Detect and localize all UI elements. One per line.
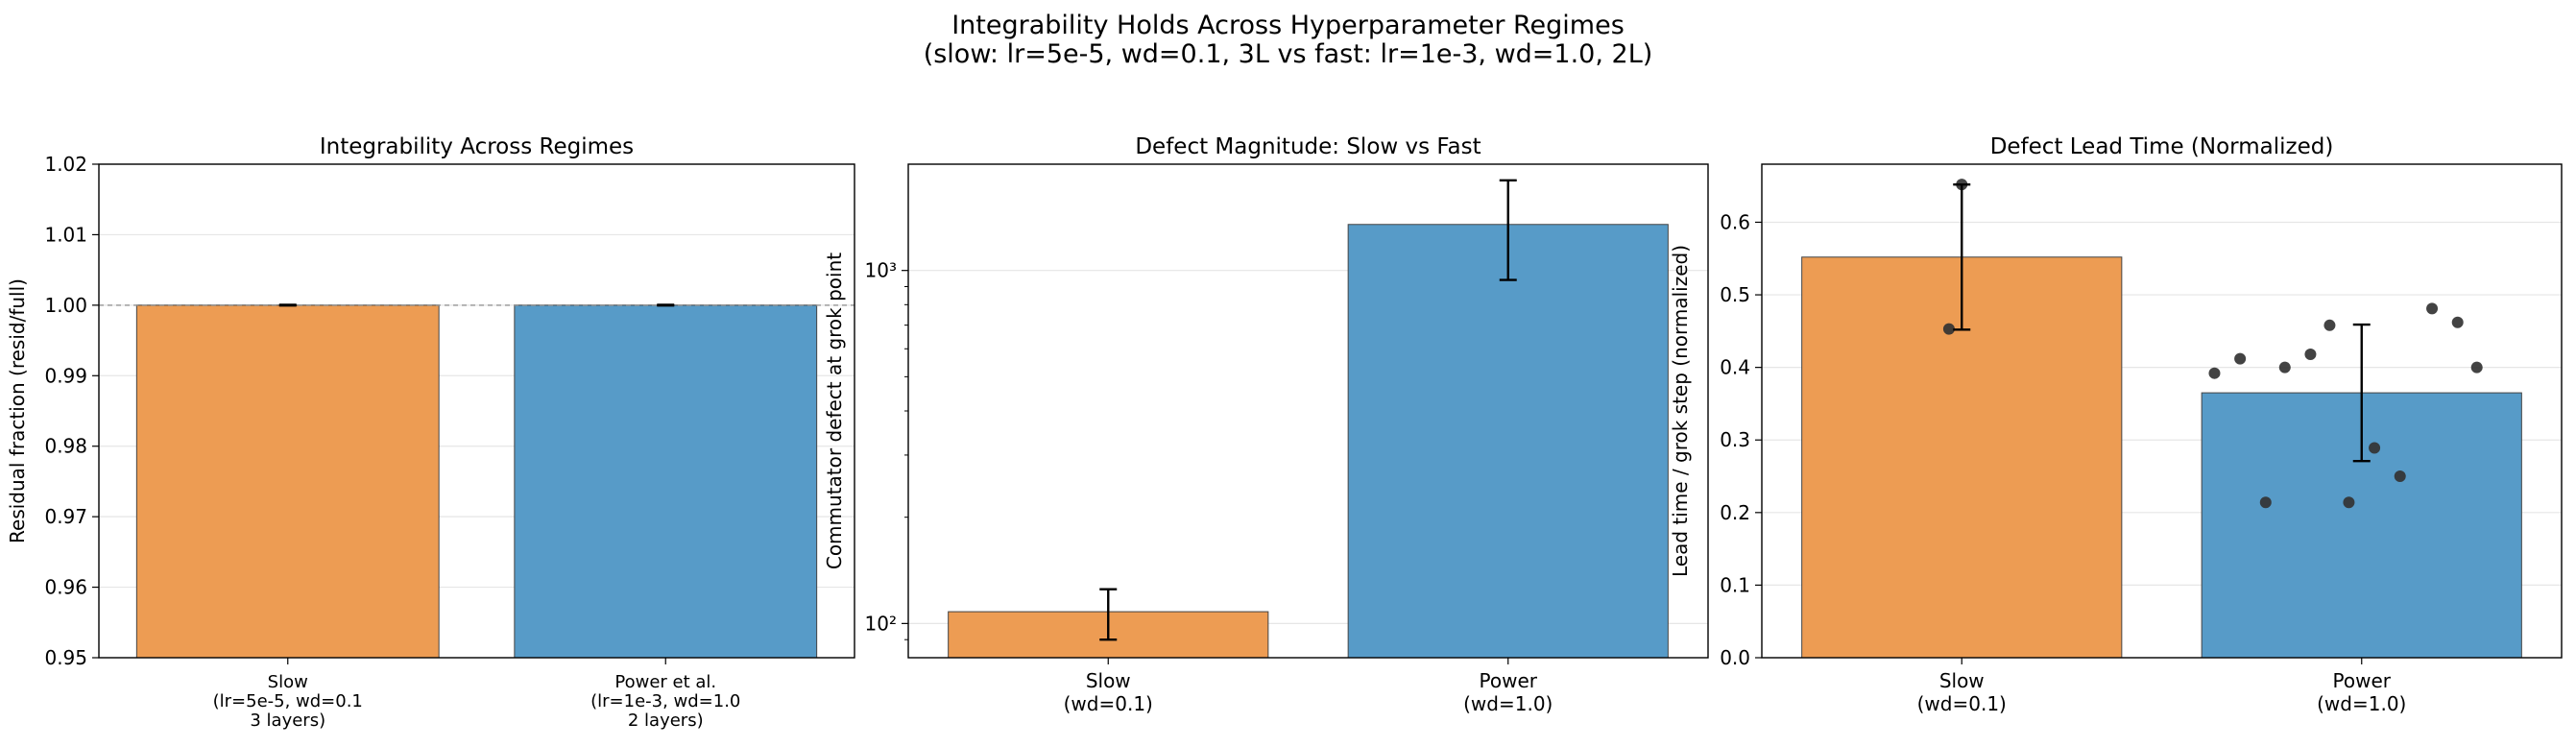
x-category-label: Slow	[1939, 669, 1985, 692]
data-point	[2369, 442, 2381, 454]
y-tick-label: 0.2	[1720, 501, 1750, 524]
x-category-label: (lr=1e-3, wd=1.0	[590, 691, 740, 711]
data-point	[2470, 361, 2483, 374]
y-tick-label: 0.98	[44, 435, 87, 458]
y-tick-label: 0.99	[44, 364, 87, 387]
y-axis-label: Residual fraction (resid/full)	[6, 278, 29, 543]
y-axis-label: Lead time / grok step (normalized)	[1669, 245, 1692, 577]
chart-panel-2: 10² 10³ Slow(wd=0.1) Power(wd=1.0) Defect Ma…	[823, 134, 1709, 715]
y-tick-label: 0.96	[44, 576, 87, 599]
y-tick-label: 0.5	[1720, 283, 1750, 306]
x-category-label: Power et al.	[614, 672, 716, 692]
y-tick-label: 0.4	[1720, 356, 1750, 379]
figure-title-line-2: (slow: lr=5e-5, wd=0.1, 3L vs fast: lr=1…	[923, 39, 1653, 69]
x-category-label: (wd=1.0)	[1463, 692, 1553, 715]
figure-title-line-1: Integrability Holds Across Hyperparamete…	[951, 11, 1625, 40]
y-tick-label: 0.3	[1720, 428, 1750, 451]
axes-frame	[1761, 163, 2563, 659]
data-point	[2426, 302, 2439, 315]
x-category-label: 3 layers)	[250, 711, 325, 731]
data-point	[2323, 319, 2336, 331]
data-point	[1942, 323, 1955, 335]
x-category-label: Power	[1480, 669, 1538, 692]
x-category-label: Slow	[1086, 669, 1131, 692]
axes-frame	[907, 163, 1709, 659]
y-tick-label: 10³	[865, 259, 897, 282]
data-point	[2278, 361, 2291, 374]
bar-2	[1347, 224, 1669, 659]
data-point	[2394, 470, 2406, 483]
panel-title: Defect Lead Time (Normalized)	[1990, 134, 2334, 159]
x-category-label: (wd=0.1)	[1917, 692, 2007, 715]
x-category-label: Power	[2333, 669, 2392, 692]
y-tick-label: 0.1	[1720, 573, 1750, 596]
x-category-label: 2 layers)	[628, 711, 704, 731]
y-tick-label: 0.95	[44, 646, 87, 669]
y-tick-label: 0.97	[44, 505, 87, 528]
y-tick-label: 0.0	[1720, 646, 1750, 669]
data-point	[2259, 496, 2272, 509]
bar-2	[514, 304, 818, 659]
y-tick-label: 10²	[865, 612, 897, 635]
chart-panel-1: 0.950.960.970.980.991.001.011.02Slow(lr=…	[6, 134, 855, 731]
panel-title: Defect Magnitude: Slow vs Fast	[1135, 134, 1481, 159]
panel-title: Integrability Across Regimes	[320, 134, 634, 159]
data-point	[2304, 349, 2317, 361]
data-point	[2208, 367, 2221, 379]
chart-panel-3: 0.0 0.1 0.2 0.3 0.4 0.5 0.6 Slow(wd=0.1) Power(w…	[1669, 134, 2563, 715]
bar-1	[135, 304, 440, 659]
data-point	[2234, 352, 2247, 365]
y-tick-label: 1.02	[44, 153, 87, 176]
x-category-label: (wd=0.1)	[1064, 692, 1153, 715]
data-point	[2343, 496, 2355, 509]
x-category-label: (lr=5e-5, wd=0.1	[213, 691, 363, 711]
x-category-label: Slow	[268, 672, 308, 692]
axes-frame	[98, 163, 855, 659]
data-point	[2451, 316, 2464, 328]
y-axis-label: Commutator defect at grok point	[823, 253, 846, 569]
y-tick-label: 1.01	[44, 223, 87, 246]
x-category-label: (wd=1.0)	[2317, 692, 2406, 715]
y-tick-label: 0.6	[1720, 210, 1750, 233]
y-tick-label: 1.00	[44, 294, 87, 317]
